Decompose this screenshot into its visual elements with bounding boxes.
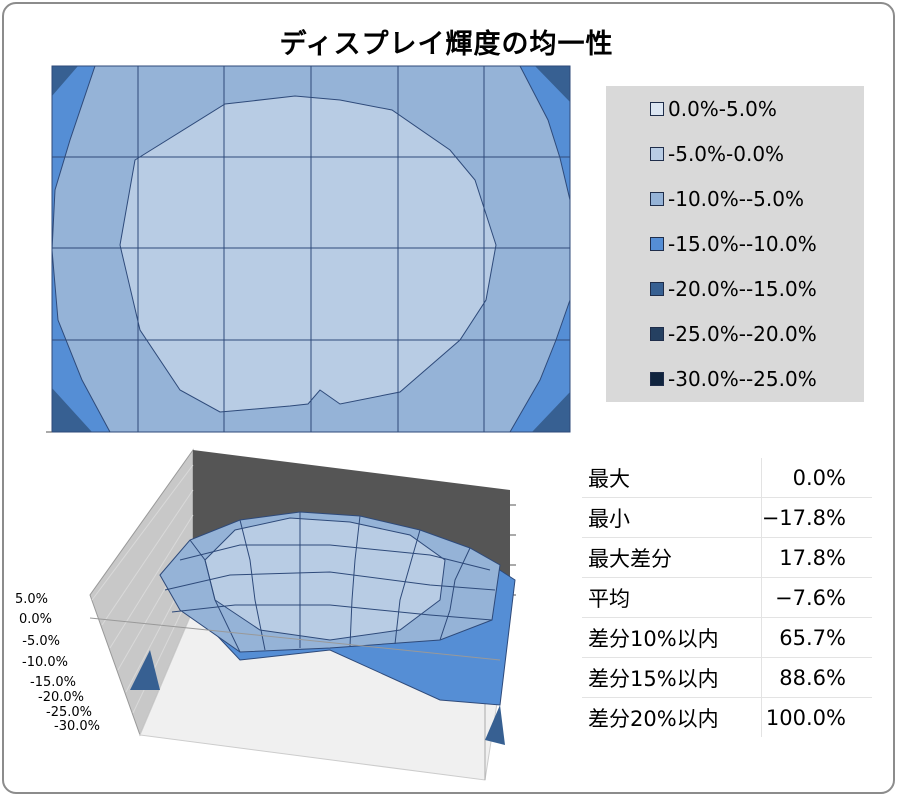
stat-value: −17.8% — [761, 497, 872, 538]
z-tick-label: -25.0% — [46, 705, 92, 720]
surface-skirt-dark-right — [485, 705, 505, 745]
chart-title: ディスプレイ輝度の均一性 — [279, 29, 614, 60]
z-tick-label: -15.0% — [30, 675, 76, 690]
stat-label: 最大差分 — [582, 537, 762, 578]
stat-value: 0.0% — [761, 458, 872, 498]
stat-value: 88.6% — [761, 657, 872, 698]
stat-label: 差分20%以内 — [582, 697, 762, 737]
table-row: 最大差分 17.8% — [582, 537, 872, 578]
z-tick-label: 0.0% — [18, 612, 52, 627]
z-tick-label: -30.0% — [54, 719, 100, 734]
legend-label: 0.0%-5.0% — [668, 97, 777, 121]
stat-label: 平均 — [582, 577, 762, 618]
stat-label: 最小 — [582, 497, 762, 538]
legend: 0.0%-5.0% -5.0%-0.0% -10.0%--5.0% -15.0%… — [606, 86, 864, 402]
legend-swatch — [650, 102, 664, 116]
legend-label: -20.0%--15.0% — [668, 277, 817, 301]
table-row: 最大 0.0% — [582, 458, 872, 498]
legend-item: -25.0%--20.0% — [650, 319, 817, 349]
table-row: 差分10%以内 65.7% — [582, 617, 872, 658]
stat-label: 最大 — [582, 458, 762, 498]
z-tick-label: 5.0% — [14, 592, 48, 607]
legend-item: -20.0%--15.0% — [650, 274, 817, 304]
z-tick-label: -20.0% — [38, 690, 84, 705]
surface-skirt-dark-left — [130, 650, 160, 690]
legend-item: 0.0%-5.0% — [650, 94, 777, 124]
table-row: 最小 −17.8% — [582, 497, 872, 538]
z-tick-label: -5.0% — [22, 634, 60, 649]
legend-item: -30.0%--25.0% — [650, 364, 817, 394]
table-row: 差分15%以内 88.6% — [582, 657, 872, 698]
stat-label: 差分10%以内 — [582, 617, 762, 658]
stats-table: 最大 0.0% 最小 −17.8% 最大差分 17.8% 平均 −7.6% 差分… — [582, 458, 872, 737]
stat-value: 65.7% — [761, 617, 872, 658]
band-m5-0 — [120, 96, 496, 412]
legend-item: -15.0%--10.0% — [650, 229, 817, 259]
legend-item: -10.0%--5.0% — [650, 184, 804, 214]
legend-label: -10.0%--5.0% — [668, 187, 804, 211]
surface-zero-plane — [89, 617, 501, 661]
legend-swatch — [650, 237, 664, 251]
stat-value: 17.8% — [761, 537, 872, 578]
legend-label: -5.0%-0.0% — [668, 142, 785, 166]
legend-item: -5.0%-0.0% — [650, 139, 784, 169]
legend-swatch — [650, 282, 664, 296]
stat-label: 差分15%以内 — [582, 657, 762, 698]
contour-grid — [51, 65, 571, 433]
table-row: 差分20%以内 100.0% — [582, 697, 872, 737]
legend-swatch — [650, 327, 664, 341]
legend-label: -15.0%--10.0% — [668, 232, 817, 256]
stat-value: −7.6% — [761, 577, 872, 618]
surface-mesh — [164, 512, 496, 653]
legend-label: -25.0%--20.0% — [668, 322, 817, 346]
band-m20-m15-corner-tl — [52, 66, 78, 96]
legend-swatch — [650, 372, 664, 386]
legend-swatch — [650, 192, 664, 206]
legend-label: -30.0%--25.0% — [668, 367, 817, 391]
z-tick-label: -10.0% — [22, 655, 68, 670]
band-m20-m15-corner-bl — [52, 388, 92, 432]
band-m20-m15-corner-tr — [535, 66, 570, 102]
stat-value: 100.0% — [765, 705, 846, 730]
legend-swatch — [650, 147, 664, 161]
surface-dome-inner — [204, 517, 446, 641]
table-row: 平均 −7.6% — [582, 577, 872, 618]
band-m20-m15-corner-br — [532, 392, 570, 432]
